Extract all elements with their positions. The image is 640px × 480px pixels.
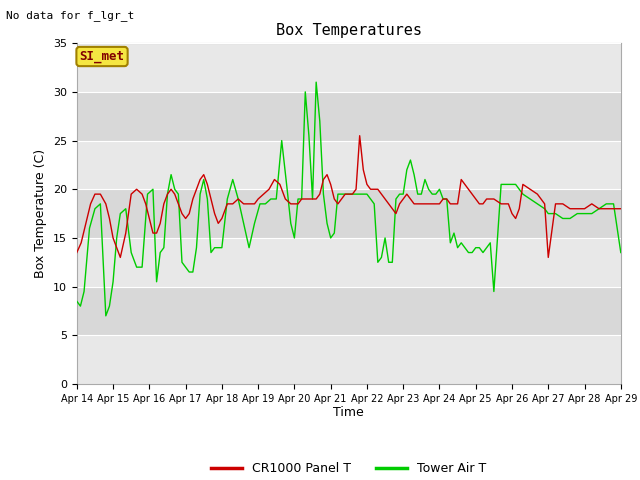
Y-axis label: Box Temperature (C): Box Temperature (C) [35, 149, 47, 278]
X-axis label: Time: Time [333, 407, 364, 420]
Bar [77, 43, 621, 92]
Bar [77, 238, 621, 287]
Bar [77, 336, 621, 384]
Text: No data for f_lgr_t: No data for f_lgr_t [6, 10, 134, 21]
Legend: CR1000 Panel T, Tower Air T: CR1000 Panel T, Tower Air T [206, 457, 492, 480]
Bar [77, 189, 621, 238]
Text: SI_met: SI_met [79, 50, 125, 63]
Title: Box Temperatures: Box Temperatures [276, 23, 422, 38]
Bar [77, 92, 621, 141]
Bar [77, 141, 621, 189]
Bar [77, 287, 621, 336]
